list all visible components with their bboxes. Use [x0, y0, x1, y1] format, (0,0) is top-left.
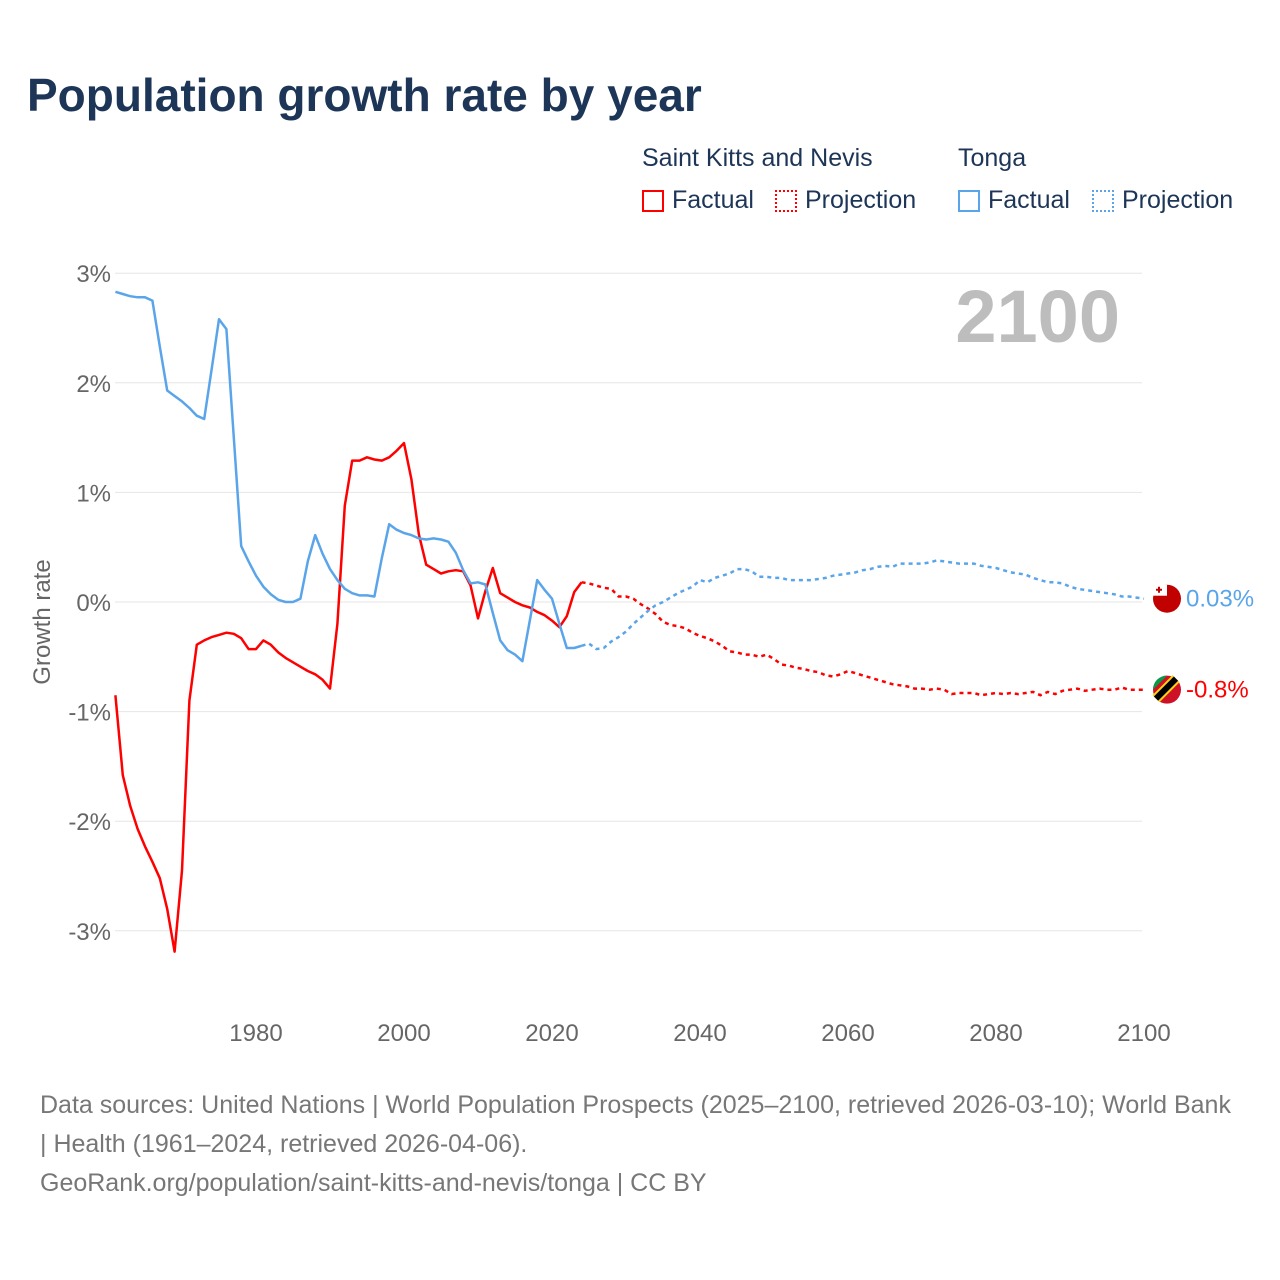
x-tick-label: 2020: [525, 1020, 578, 1047]
chart-title: Population growth rate by year: [27, 69, 702, 121]
data-sources: Data sources: United Nations | World Pop…: [40, 1091, 1231, 1158]
end-label-tonga: 0.03%: [1186, 586, 1254, 613]
y-tick-label: -1%: [68, 700, 111, 727]
legend-label: Factual: [988, 186, 1070, 214]
source-link[interactable]: GeoRank.org/population/saint-kitts-and-n…: [40, 1169, 707, 1197]
line-tonga-factual: [115, 290, 582, 663]
x-tick-label: 2000: [377, 1020, 430, 1047]
flag-green: [1153, 675, 1167, 690]
line-saint-kitts-and-nevis-projection: [581, 581, 1144, 697]
y-tick-label: 3%: [76, 261, 111, 288]
legend-group-saint-kitts-and-nevis: Saint Kitts and Nevis: [642, 144, 873, 172]
x-tick-label: 2040: [673, 1020, 726, 1047]
legend-item-skn-projection[interactable]: Projection: [775, 186, 916, 215]
legend-label: Projection: [1122, 186, 1234, 214]
y-axis-label: Growth rate: [29, 559, 56, 684]
year-watermark: 2100: [955, 275, 1120, 358]
x-tick-label: 2060: [821, 1020, 874, 1047]
legend-item-skn-factual[interactable]: Factual: [642, 186, 754, 215]
x-tick-label: 2100: [1117, 1020, 1170, 1047]
y-tick-label: -3%: [68, 919, 111, 946]
flag-cross: [1156, 586, 1162, 593]
flag-saint-kitts-and-nevis-icon: [1152, 675, 1181, 704]
y-tick-label: -2%: [68, 809, 111, 836]
legend-swatch-solid: [958, 189, 980, 212]
legend-label: Factual: [672, 186, 754, 214]
legend-label: Projection: [805, 186, 917, 214]
flag-tonga-icon: [1153, 584, 1181, 613]
y-tick-label: 0%: [76, 590, 111, 617]
legend-item-tonga-projection[interactable]: Projection: [1092, 186, 1233, 215]
footer: Data sources: United Nations | World Pop…: [40, 1086, 1240, 1203]
line-tonga-projection: [581, 559, 1145, 651]
end-label-saint-kitts-and-nevis: -0.8%: [1186, 677, 1249, 704]
legend-swatch-solid: [642, 189, 664, 212]
x-tick-label: 1980: [229, 1020, 282, 1047]
x-tick-label: 2080: [969, 1020, 1022, 1047]
legend-group-tonga: Tonga: [958, 144, 1027, 172]
line-saint-kitts-and-nevis-factual: [114, 441, 583, 953]
legend-item-tonga-factual[interactable]: Factual: [958, 186, 1070, 215]
legend-swatch-dotted: [1092, 189, 1114, 212]
y-tick-label: 1%: [76, 480, 111, 507]
flag-band-black: [1153, 676, 1179, 701]
legend-swatch-dotted: [775, 189, 797, 212]
y-tick-label: 2%: [76, 371, 111, 398]
